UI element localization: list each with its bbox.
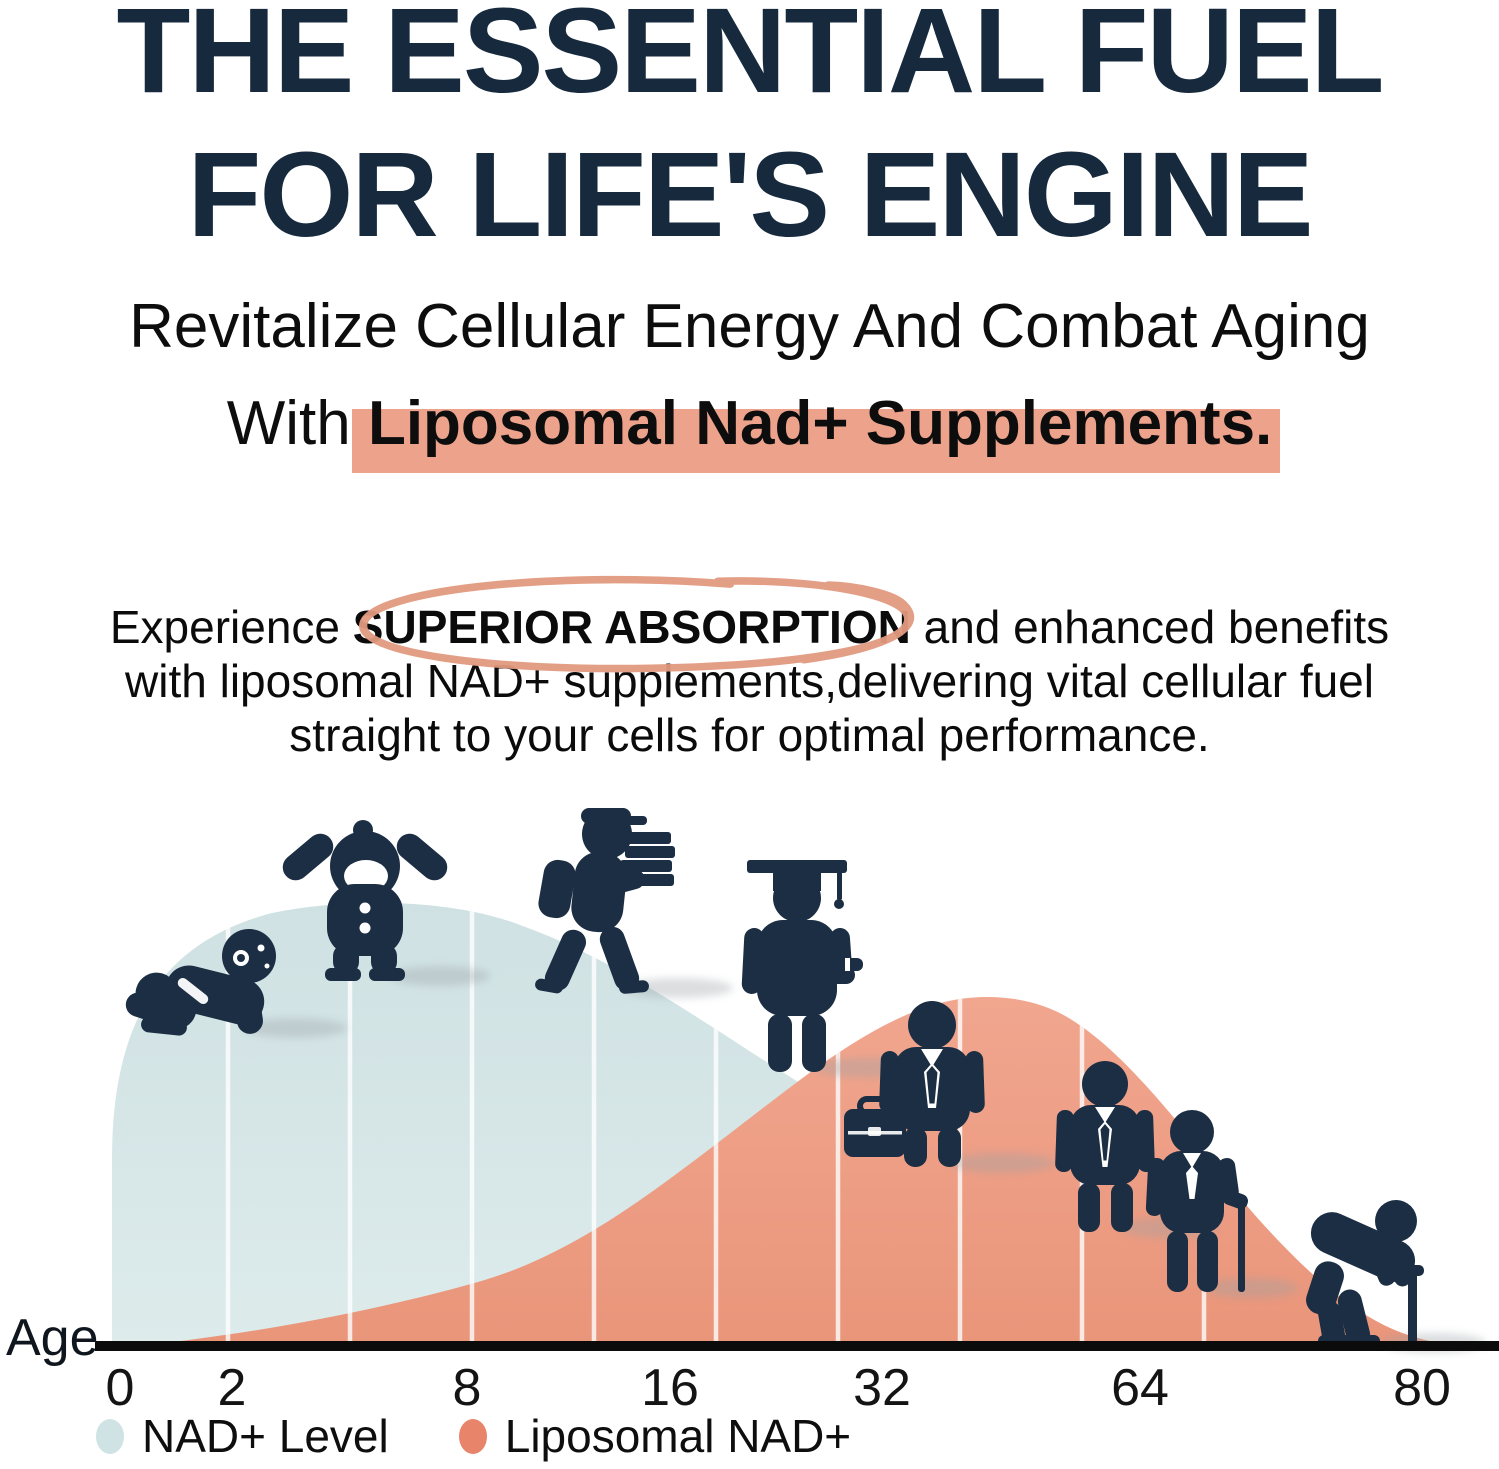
subtitle: Revitalize Cellular Energy And Combat Ag… — [129, 292, 1370, 361]
x-axis-line — [95, 1341, 1499, 1351]
highlight-text: Liposomal Nad+ Supplements. — [367, 389, 1273, 458]
x-tick-label-64: 64 — [1111, 1359, 1169, 1417]
legend-label-liposomal-nad: Liposomal NAD+ — [504, 1410, 852, 1462]
description-line1-post: and enhanced benefits — [910, 601, 1390, 653]
x-tick-label-32: 32 — [853, 1359, 911, 1417]
subtitle2-prefix: With — [226, 389, 368, 458]
x-tick-label-80: 80 — [1393, 1359, 1451, 1417]
x-axis-title: Age — [6, 1309, 99, 1367]
school-kid-with-books-icon — [535, 808, 733, 998]
title-line1: THE ESSENTIAL FUEL — [116, 0, 1385, 118]
page-title: THE ESSENTIAL FUEL FOR LIFE'S ENGINE — [0, 0, 1499, 266]
description-line3: straight to your cells for optimal perfo… — [289, 709, 1210, 761]
legend-dot-nad-level-icon — [96, 1418, 124, 1454]
emphasis-text: SUPERIOR ABSORPTION — [352, 601, 911, 653]
businessman-with-briefcase-icon — [844, 1001, 1054, 1173]
superior-absorption-emphasis: SUPERIOR ABSORPTION — [352, 575, 915, 673]
description-line2: with liposomal NAD+ supplements,deliveri… — [125, 655, 1374, 707]
x-tick-label-2: 2 — [217, 1359, 247, 1417]
legend-label-nad-level: NAD+ Level — [142, 1410, 389, 1462]
description-line1-pre: Experience — [109, 601, 353, 653]
legend-item-nad-level: NAD+ Level — [96, 1410, 389, 1462]
figure-shadow — [1206, 1278, 1298, 1298]
title-line2: FOR LIFE'S ENGINE — [187, 126, 1313, 262]
legend-dot-liposomal-nad-icon — [458, 1418, 487, 1454]
senior-with-cane-icon — [1145, 1110, 1298, 1298]
x-tick-label-16: 16 — [641, 1359, 699, 1417]
figure-shadow — [243, 1018, 347, 1038]
x-tick-label-8: 8 — [452, 1359, 482, 1417]
chart-legend: NAD+ Level Liposomal NAD+ — [96, 1410, 851, 1462]
graduate-icon — [741, 860, 919, 1078]
description-paragraph: Experience SUPERIOR ABSORPTION and enhan… — [30, 575, 1469, 762]
toddler-icon — [282, 820, 490, 986]
description-line1: Experience SUPERIOR ABSORPTION and enhan… — [30, 575, 1469, 673]
legend-item-liposomal-nad: Liposomal NAD+ — [458, 1410, 852, 1462]
figure-shadow — [950, 1153, 1054, 1173]
area-liposomal-nad — [146, 996, 1462, 1346]
subtitle-line2: With Liposomal Nad+ Supplements. — [0, 389, 1499, 473]
highlighted-product-name: Liposomal Nad+ Supplements. — [351, 389, 1281, 473]
crawling-baby-icon — [125, 929, 347, 1038]
figure-shadow — [390, 966, 490, 986]
figure-shadow — [623, 978, 733, 998]
x-tick-label-0: 0 — [105, 1359, 135, 1417]
